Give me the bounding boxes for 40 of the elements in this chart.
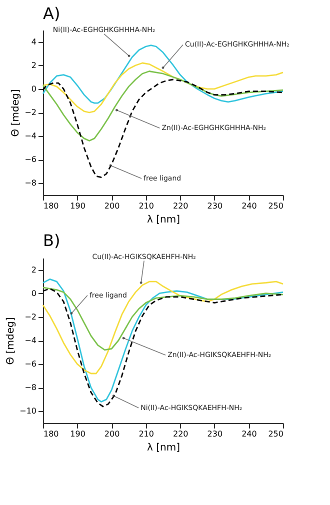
y-tick-label: −2 <box>24 312 36 322</box>
x-tick-label: 200 <box>104 202 120 210</box>
x-tick-label: 250 <box>268 202 284 210</box>
y-axis-title: Θ [mdeg] <box>6 317 17 365</box>
x-tick-label: 240 <box>242 202 257 210</box>
y-tick-label: −6 <box>24 155 36 164</box>
x-tick-label: 230 <box>207 202 223 210</box>
x-tick-label: 210 <box>138 430 154 438</box>
y-tick-label: 4 <box>31 37 36 46</box>
x-tick-label: 230 <box>207 430 223 438</box>
y-tick-label: −4 <box>24 336 36 345</box>
line-series <box>42 62 284 114</box>
y-tick-label: −8 <box>24 178 36 188</box>
y-axis-title: Θ [mdeg] <box>10 89 22 137</box>
y-tick-label: −10 <box>20 406 36 416</box>
x-tick-label: 210 <box>138 202 154 210</box>
y-tick-label: −4 <box>24 132 36 141</box>
line-series <box>42 280 284 374</box>
line-series <box>42 286 284 351</box>
y-tick-label: 2 <box>31 60 36 70</box>
y-tick-label: −6 <box>24 360 36 369</box>
y-tick-label: 2 <box>31 265 36 274</box>
x-tick-label: 250 <box>268 430 284 438</box>
chart-title: A) <box>43 4 60 23</box>
line-series <box>42 70 284 142</box>
x-tick-label: 220 <box>173 430 188 438</box>
x-tick-label: 220 <box>173 202 188 210</box>
x-tick-label: 200 <box>104 430 120 438</box>
x-tick-label: 190 <box>70 202 86 210</box>
y-tick-label: 0 <box>31 84 36 94</box>
x-tick-label: 240 <box>242 430 257 438</box>
chart-title: B) <box>43 230 60 250</box>
x-tick-label: 180 <box>44 430 59 438</box>
y-tick-label: −2 <box>24 108 36 117</box>
x-axis-title: λ [nm] <box>147 214 180 226</box>
x-axis-title: λ [nm] <box>147 442 180 454</box>
x-tick-label: 180 <box>44 202 59 210</box>
x-tick-label: 190 <box>70 430 86 438</box>
y-tick-label: 0 <box>31 288 36 298</box>
y-tick-label: −8 <box>24 383 36 392</box>
